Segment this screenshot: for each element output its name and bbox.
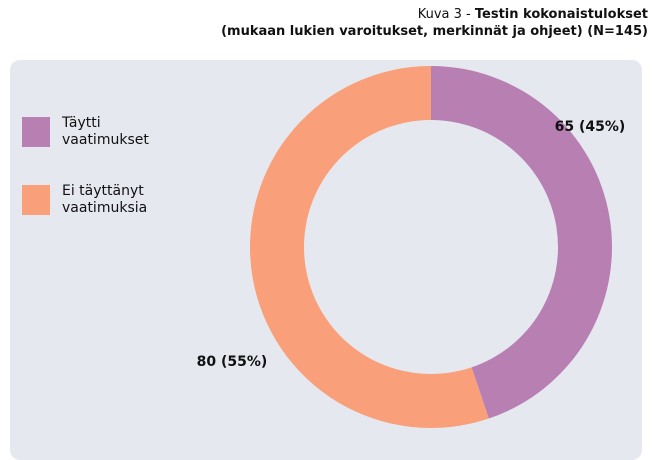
data-label: 80 (55%) [197,354,268,370]
legend-label: Täytti vaatimukset [62,115,149,148]
chart: 65 (45%) 80 (55%) [197,66,626,428]
data-label: 65 (45%) [555,119,626,135]
chart-title-block: Kuva 3 - Testin kokonaistulokset (mukaan… [221,6,648,40]
legend-item: Ei täyttänyt vaatimuksia [22,183,172,217]
donut-slice [431,66,613,419]
chart-subtitle: (mukaan lukien varoitukset, merkinnät ja… [221,24,648,39]
title-prefix: Kuva 3 - [417,7,471,22]
page: {"chart_data": {"type": "donut", "title_… [10,6,648,460]
legend-label: Ei täyttänyt vaatimuksia [62,183,148,216]
legend-swatch [22,185,50,215]
legend-item: Täytti vaatimukset [22,115,172,149]
legend-swatch [22,117,50,147]
donut-slice [250,66,489,428]
chart-title: Testin kokonaistulokset [474,7,648,22]
